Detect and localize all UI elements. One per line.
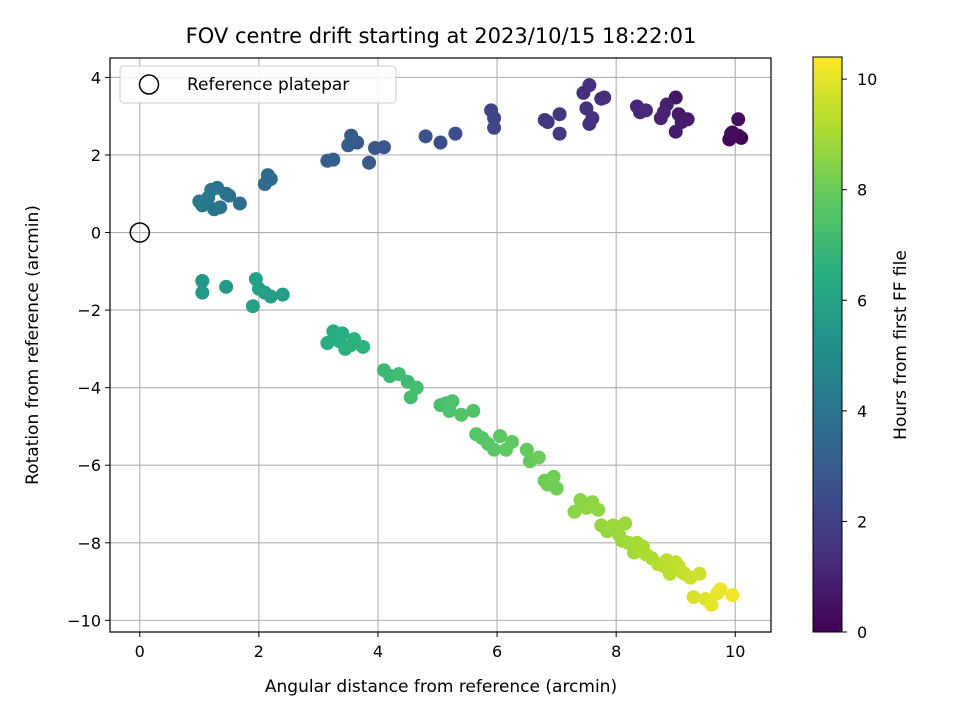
data-point [320, 153, 335, 168]
data-point [232, 196, 247, 211]
x-tick-label: 0 [135, 642, 145, 661]
colorbar-ticks: 0 2 4 6 8 10 [842, 70, 877, 642]
y-tick-label: 0 [91, 224, 101, 243]
legend: Reference platepar [119, 65, 397, 104]
data-points [192, 78, 749, 612]
data-point [418, 129, 433, 144]
x-tick-label: 8 [611, 642, 621, 661]
y-axis-label: Rotation from reference (arcmin) [23, 205, 43, 485]
data-point [504, 434, 519, 449]
data-point [731, 112, 746, 127]
reference-point [129, 222, 151, 243]
colorbar-tick-label: 8 [857, 181, 867, 200]
data-point [618, 516, 633, 531]
data-point [448, 126, 463, 141]
y-tick-label: −2 [77, 301, 101, 320]
data-point [549, 481, 564, 496]
colorbar-tick-label: 0 [857, 623, 867, 642]
data-point [653, 111, 668, 126]
data-point [668, 124, 683, 139]
colorbar-label: Hours from first FF file [891, 250, 911, 440]
data-point [591, 502, 606, 517]
data-point [433, 135, 448, 150]
data-point [195, 285, 210, 300]
y-tick-label: 2 [91, 146, 101, 165]
x-tick-label: 6 [492, 642, 502, 661]
data-point [367, 140, 382, 155]
data-point [537, 113, 552, 128]
data-point [487, 111, 502, 126]
data-point [597, 90, 612, 105]
data-point [195, 274, 210, 289]
data-point [257, 177, 272, 192]
data-point [704, 597, 719, 612]
legend-marker-icon [138, 74, 160, 95]
data-point [686, 590, 701, 605]
y-tick-label: −10 [67, 611, 101, 630]
data-point [403, 390, 418, 405]
data-point [531, 450, 546, 465]
data-point [192, 194, 207, 209]
data-point [552, 107, 567, 122]
colorbar [812, 56, 843, 633]
colorbar-tick-label: 10 [857, 70, 877, 89]
y-tick-label: −6 [77, 456, 101, 475]
reference-platepar-marker [129, 222, 151, 243]
legend-box [119, 65, 397, 104]
data-point [487, 442, 502, 457]
data-point [519, 442, 534, 457]
data-point [248, 272, 263, 287]
grid-lines [110, 58, 771, 632]
data-point [493, 429, 508, 444]
data-point [713, 582, 728, 597]
data-point [546, 469, 561, 484]
y-tick-label: −8 [77, 534, 101, 553]
data-point [576, 85, 591, 100]
data-point [680, 112, 695, 127]
data-point [454, 407, 469, 422]
data-point [692, 566, 707, 581]
data-point [725, 588, 740, 603]
data-point [567, 504, 582, 519]
colorbar-tick-label: 6 [857, 291, 867, 310]
data-point [245, 299, 260, 314]
data-point [275, 287, 290, 302]
data-point [638, 103, 653, 118]
y-tick-label: 4 [91, 68, 101, 87]
data-point [724, 126, 739, 141]
plot-frame [109, 57, 772, 633]
x-axis-label: Angular distance from reference (arcmin) [265, 677, 617, 697]
legend-entry-label: Reference platepar [187, 75, 349, 95]
x-axis-ticks: 0 2 4 6 8 10 [135, 632, 745, 661]
data-point [207, 202, 222, 217]
data-point [356, 339, 371, 354]
x-tick-label: 10 [725, 642, 745, 661]
data-point [335, 326, 350, 341]
data-point [466, 403, 481, 418]
data-point [585, 111, 600, 126]
data-point [341, 138, 356, 153]
data-point [487, 120, 502, 135]
data-point [445, 394, 460, 409]
x-tick-label: 4 [373, 642, 383, 661]
colorbar-tick-label: 2 [857, 512, 867, 531]
chart-title: FOV centre drift starting at 2023/10/15 … [186, 24, 697, 48]
data-point [362, 155, 377, 170]
y-tick-label: −4 [77, 379, 101, 398]
y-axis-ticks: −10 −8 −6 −4 −2 0 2 4 [67, 68, 110, 630]
data-point [552, 126, 567, 141]
x-tick-label: 2 [254, 642, 264, 661]
data-point [219, 279, 234, 294]
colorbar-tick-label: 4 [857, 402, 867, 421]
